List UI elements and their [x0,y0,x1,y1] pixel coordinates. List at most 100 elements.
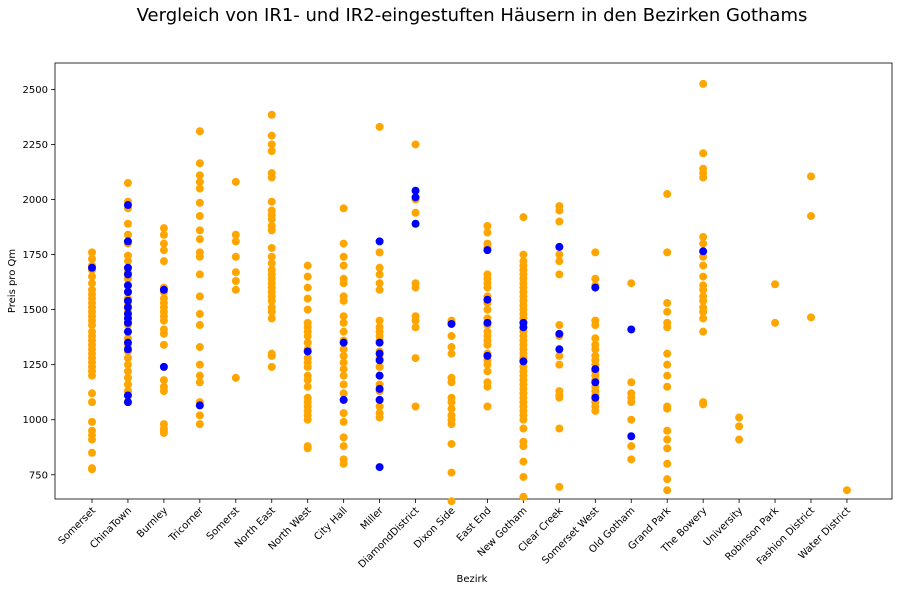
data-point-ir2 [339,338,348,347]
data-point-ir1 [339,442,348,451]
data-point-ir2 [591,283,600,292]
data-point-ir2 [123,270,132,279]
data-point-ir1 [699,232,708,241]
data-point-ir1 [807,313,815,322]
data-point-ir1 [267,215,276,224]
data-point-ir1 [699,400,708,409]
data-point-ir2 [483,295,492,304]
data-point-ir2 [339,395,348,404]
data-point-ir1 [339,417,348,426]
data-point-ir1 [88,465,96,474]
data-point-ir1 [591,274,600,283]
data-point-ir1 [807,172,815,181]
data-point-ir1 [303,444,312,453]
data-point-ir2 [123,296,132,305]
data-point-ir1 [195,177,204,186]
data-point-ir1 [699,296,708,305]
data-point-ir1 [447,378,456,387]
data-point-ir1 [159,239,168,248]
data-point-ir1 [447,404,456,413]
data-point-ir2 [123,288,132,297]
y-tick-label: 750 [29,470,48,481]
data-point-ir1 [519,472,528,481]
data-point-ir1 [627,415,636,424]
data-point-ir1 [123,251,132,260]
data-point-ir1 [195,292,204,301]
data-point-ir1 [375,316,384,325]
data-point-ir1 [303,382,312,391]
data-point-ir1 [627,455,636,464]
data-point-ir1 [699,252,708,261]
data-point-ir1 [699,307,708,316]
data-point-ir1 [231,177,240,186]
data-point-ir1 [123,230,132,239]
data-point-ir2 [627,432,636,441]
data-point-ir1 [267,140,276,149]
data-point-ir1 [483,402,492,411]
data-point-ir1 [411,354,420,363]
data-point-ir1 [195,198,204,207]
series-ir2 [88,186,708,472]
data-point-ir2 [555,345,564,354]
data-point-ir1 [88,435,96,444]
data-point-ir1 [231,237,240,246]
data-point-ir2 [123,281,132,290]
data-point-ir1 [555,270,564,279]
data-point-ir1 [447,468,456,477]
data-point-ir2 [375,349,384,358]
data-point-ir1 [555,321,564,330]
data-point-ir1 [267,351,276,360]
data-point-ir1 [303,332,312,341]
data-point-ir1 [88,279,96,288]
data-point-ir1 [159,224,168,233]
data-point-ir1 [267,147,276,156]
x-tick-label: Burnley [135,505,170,540]
data-point-ir1 [195,321,204,330]
data-point-ir1 [231,373,240,382]
x-tick-label: City Hall [312,505,349,542]
data-point-ir2 [627,325,636,334]
data-point-ir1 [339,204,348,213]
data-point-ir1 [339,296,348,305]
data-point-ir1 [339,459,348,468]
plot-area-frame [54,62,893,500]
data-point-ir1 [663,404,672,413]
data-point-ir1 [339,279,348,288]
data-point-ir1 [519,457,528,466]
data-point-ir1 [195,159,204,168]
data-point-ir2 [123,263,132,272]
data-point-ir1 [159,387,168,396]
data-point-ir1 [339,312,348,321]
data-point-ir1 [483,340,492,349]
y-tick-label: 1000 [23,415,48,426]
data-point-ir2 [555,242,564,251]
data-point-ir2 [519,357,528,366]
data-point-ir2 [375,463,384,472]
data-point-ir1 [303,305,312,314]
data-point-ir1 [447,497,456,506]
data-point-ir1 [771,318,780,327]
chart-title: Vergleich von IR1- und IR2-eingestuften … [137,5,808,26]
data-point-ir1 [663,248,672,257]
data-point-ir1 [88,371,96,380]
data-point-ir1 [195,371,204,380]
data-point-ir1 [339,371,348,380]
data-point-ir2 [555,329,564,338]
data-point-ir1 [375,263,384,272]
data-point-ir2 [375,384,384,393]
data-point-ir1 [519,492,528,501]
data-point-ir1 [195,343,204,352]
data-point-ir1 [663,349,672,358]
data-point-ir1 [375,413,384,422]
data-point-ir1 [231,277,240,285]
data-point-ir1 [195,360,204,369]
data-point-ir2 [699,247,708,256]
data-point-ir1 [267,307,276,316]
data-point-ir1 [483,228,492,237]
data-point-ir2 [88,263,96,272]
data-point-ir1 [663,299,672,308]
data-point-ir1 [159,329,168,338]
data-point-ir1 [339,433,348,442]
data-point-ir1 [735,422,744,431]
